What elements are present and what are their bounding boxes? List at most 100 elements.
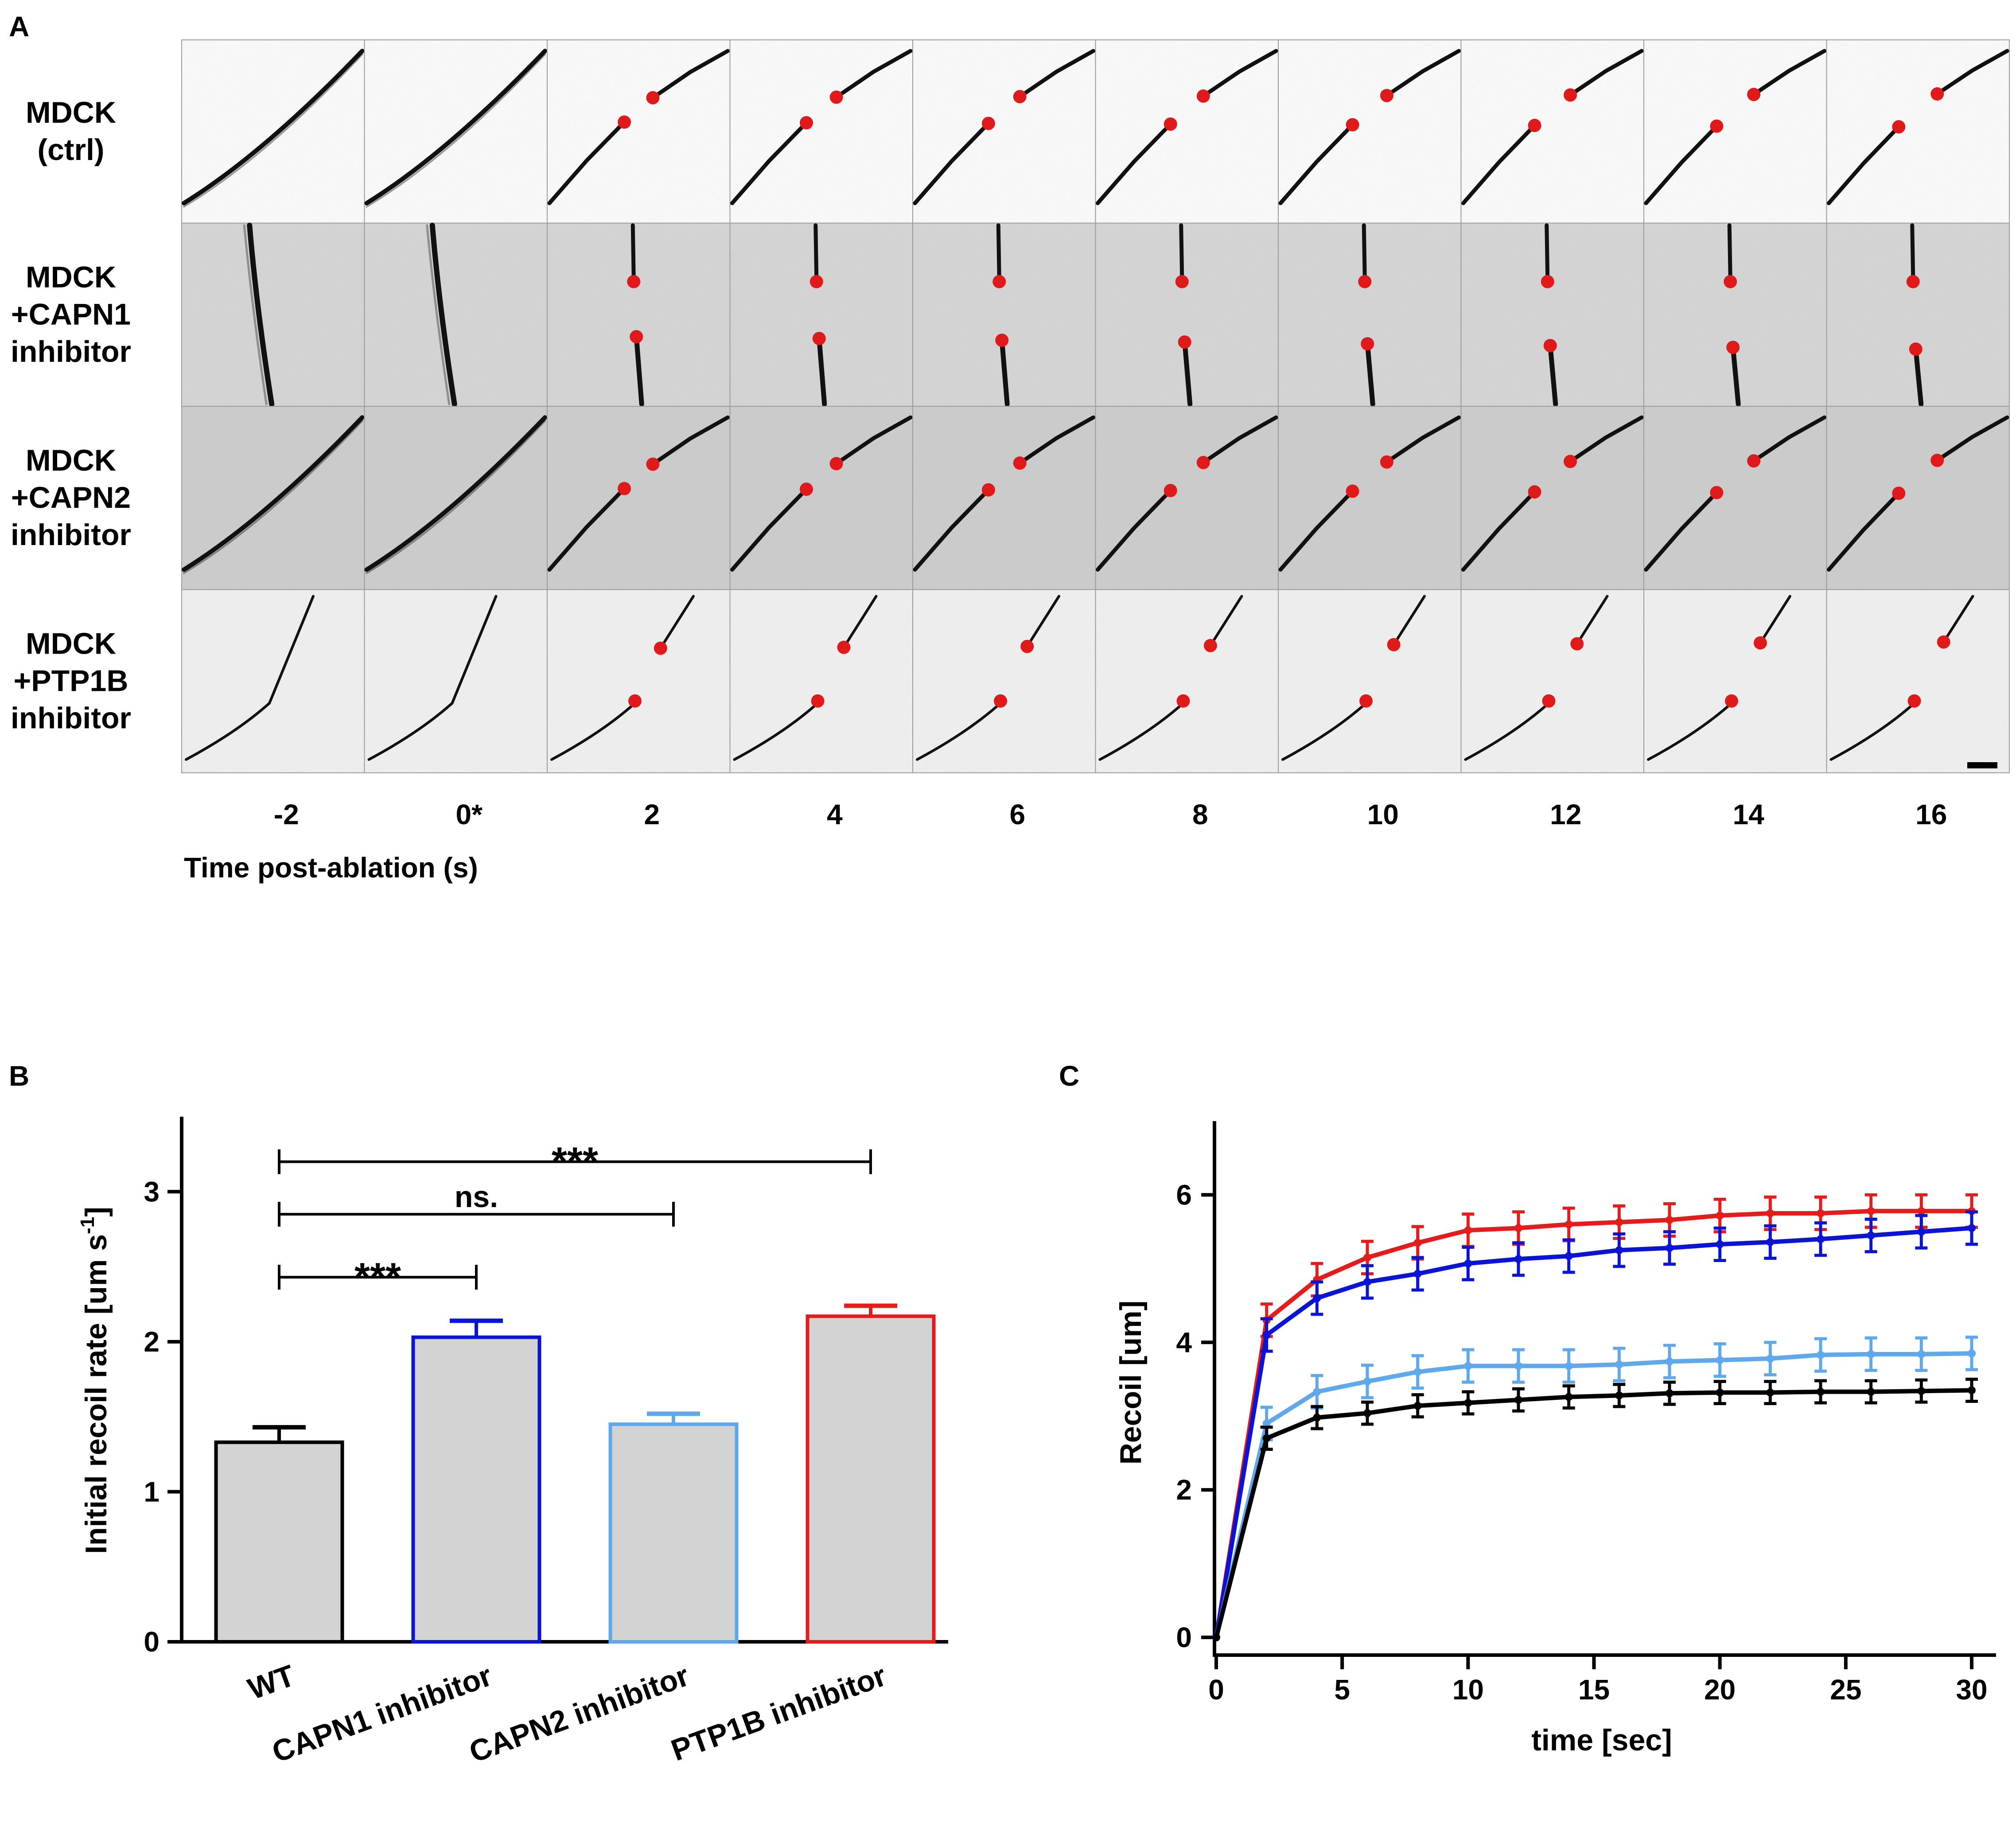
ablation-marker: [1020, 639, 1034, 653]
ablation-marker: [1937, 635, 1950, 649]
data-point: [1615, 1218, 1623, 1227]
ablation-marker: [630, 330, 643, 343]
image-cell: [1278, 406, 1462, 590]
bar: [214, 1440, 344, 1644]
image-cell: [364, 589, 548, 773]
image-cell: [1278, 589, 1462, 773]
ablation-marker: [829, 457, 843, 471]
ablation-marker: [1178, 335, 1191, 349]
image-cell: [729, 589, 913, 773]
ablation-marker: [654, 641, 667, 655]
data-point: [1413, 1270, 1422, 1278]
x-tick-label: 30: [1956, 1674, 1987, 1706]
y-tick-label: 2: [144, 1326, 160, 1358]
ablation-marker: [1528, 119, 1541, 132]
ablation-marker: [1176, 694, 1190, 708]
data-point: [1464, 1362, 1472, 1370]
ablation-marker: [1013, 90, 1027, 104]
data-point: [1968, 1349, 1976, 1358]
series-capn2-inhibitor: [1212, 1336, 1978, 1641]
y-tick-label: 3: [144, 1176, 160, 1208]
ablation-marker: [1930, 453, 1944, 467]
x-category-label: PTP1B inhibitor: [667, 1659, 891, 1768]
row-label-line: inhibitor: [11, 518, 131, 552]
image-cell: [181, 39, 365, 224]
image-cell: [364, 39, 548, 224]
row-label-line: MDCK: [26, 260, 116, 294]
x-tick-label: 20: [1704, 1674, 1736, 1706]
row-labels: MDCK(ctrl)MDCK+CAPN1inhibitorMDCK+CAPN2i…: [11, 96, 131, 735]
data-point: [1716, 1240, 1724, 1248]
row-label-line: +CAPN2: [11, 481, 131, 514]
panel-c-label: C: [1059, 1060, 1079, 1092]
ablation-marker: [1564, 88, 1577, 102]
time-label: -2: [274, 799, 299, 830]
image-cell: [1643, 39, 1827, 224]
ablation-marker: [1710, 119, 1724, 133]
ablation-marker: [1930, 87, 1944, 101]
ablation-marker: [1747, 88, 1761, 101]
image-cell: [912, 222, 1096, 407]
image-cell: [1460, 222, 1644, 407]
image-cell: [364, 406, 548, 590]
time-label: 16: [1915, 799, 1947, 830]
ablation-marker: [1175, 275, 1189, 288]
time-label: 0*: [456, 799, 483, 830]
ablation-marker: [1358, 275, 1372, 288]
x-category-label: WT: [244, 1659, 299, 1706]
ablation-marker: [1892, 487, 1906, 500]
row-label-line: MDCK: [26, 627, 116, 660]
series-wt: [1212, 1378, 1978, 1641]
data-point: [1666, 1216, 1674, 1224]
y-axis-label: Recoil [um]: [1114, 1301, 1148, 1465]
data-point: [1766, 1354, 1775, 1363]
series-line: [1214, 1226, 1972, 1638]
y-tick-label: 2: [1176, 1474, 1192, 1506]
ablation-marker: [1346, 484, 1359, 498]
data-point: [1917, 1350, 1926, 1358]
ablation-marker: [1726, 340, 1740, 354]
panel-a: A MDCK(ctrl)MDCK+CAPN1inhibitorMDCK+CAPN…: [9, 11, 2010, 884]
bar: [806, 1314, 936, 1644]
data-point: [1716, 1212, 1724, 1220]
ablation-marker: [627, 275, 641, 288]
y-tick-label: 4: [1176, 1326, 1192, 1358]
series-line: [1214, 1351, 1972, 1638]
bar: [608, 1422, 739, 1644]
ablation-marker: [1753, 636, 1767, 650]
ablation-marker: [1387, 638, 1401, 651]
data-point: [1413, 1367, 1422, 1376]
x-axis-label: time [sec]: [1531, 1723, 1672, 1757]
data-point: [1615, 1360, 1623, 1369]
data-point: [1766, 1388, 1775, 1397]
ablation-marker: [1196, 456, 1210, 469]
ablation-marker: [1909, 342, 1923, 356]
data-point: [1313, 1294, 1321, 1302]
series-line: [1214, 1209, 1972, 1638]
image-cell: [729, 222, 913, 407]
image-cell: [1095, 222, 1279, 407]
image-cell: [912, 406, 1096, 590]
significance-bracket: [278, 1202, 675, 1227]
data-point: [1917, 1207, 1926, 1216]
time-label: 8: [1192, 799, 1208, 830]
series-capn1-inhibitor: [1212, 1210, 1978, 1641]
panel-c: C 0 2 4 6 0 5 10 15 20 25 30 time [sec] Recoil [um]: [1059, 1060, 1996, 1757]
ablation-marker: [799, 482, 813, 496]
ablation-marker: [995, 333, 1009, 347]
image-cell: [1460, 406, 1644, 590]
bar-chart: 0 1 2 3 Initial recoil rate [um s-1] WTCAPN1 …: [77, 1117, 948, 1769]
data-point: [1565, 1220, 1573, 1228]
ablation-marker: [810, 275, 823, 288]
significance-bracket: [278, 1265, 478, 1290]
row-label-line: inhibitor: [11, 335, 131, 368]
time-axis-label: Time post-ablation (s): [184, 852, 478, 884]
ablation-marker: [618, 115, 631, 129]
data-point: [1766, 1209, 1775, 1218]
x-tick-label: 25: [1830, 1674, 1861, 1706]
ablation-marker: [1747, 454, 1761, 468]
data-point: [1666, 1389, 1674, 1398]
data-point: [1917, 1227, 1926, 1236]
data-point: [1363, 1278, 1371, 1286]
